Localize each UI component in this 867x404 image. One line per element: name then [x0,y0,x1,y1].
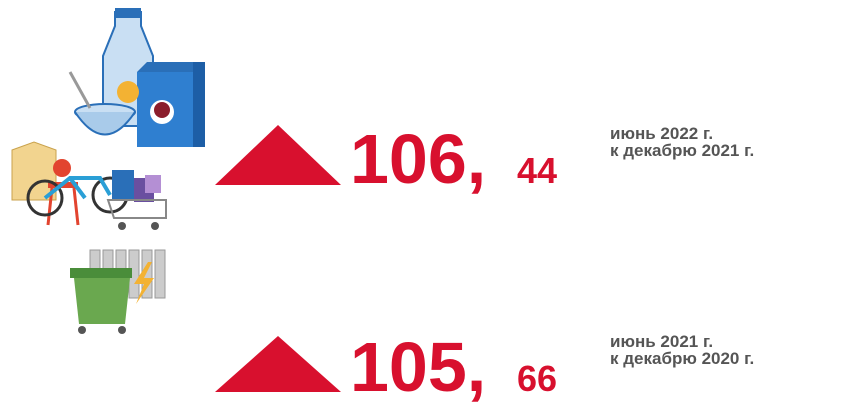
base-period: к декабрю 2020 г. [610,349,754,368]
index-fraction: 44 [517,150,557,191]
infographic: 106,44июнь 2022 г.к декабрю 2021 г.105,6… [0,0,867,404]
index-integer: 105, [350,328,486,404]
up-arrow [215,125,341,185]
index-integer: 106, [350,120,486,198]
icons [12,8,205,334]
base-period: к декабрю 2021 г. [610,141,754,160]
up-arrow [215,336,341,392]
index-fraction: 66 [517,358,557,399]
